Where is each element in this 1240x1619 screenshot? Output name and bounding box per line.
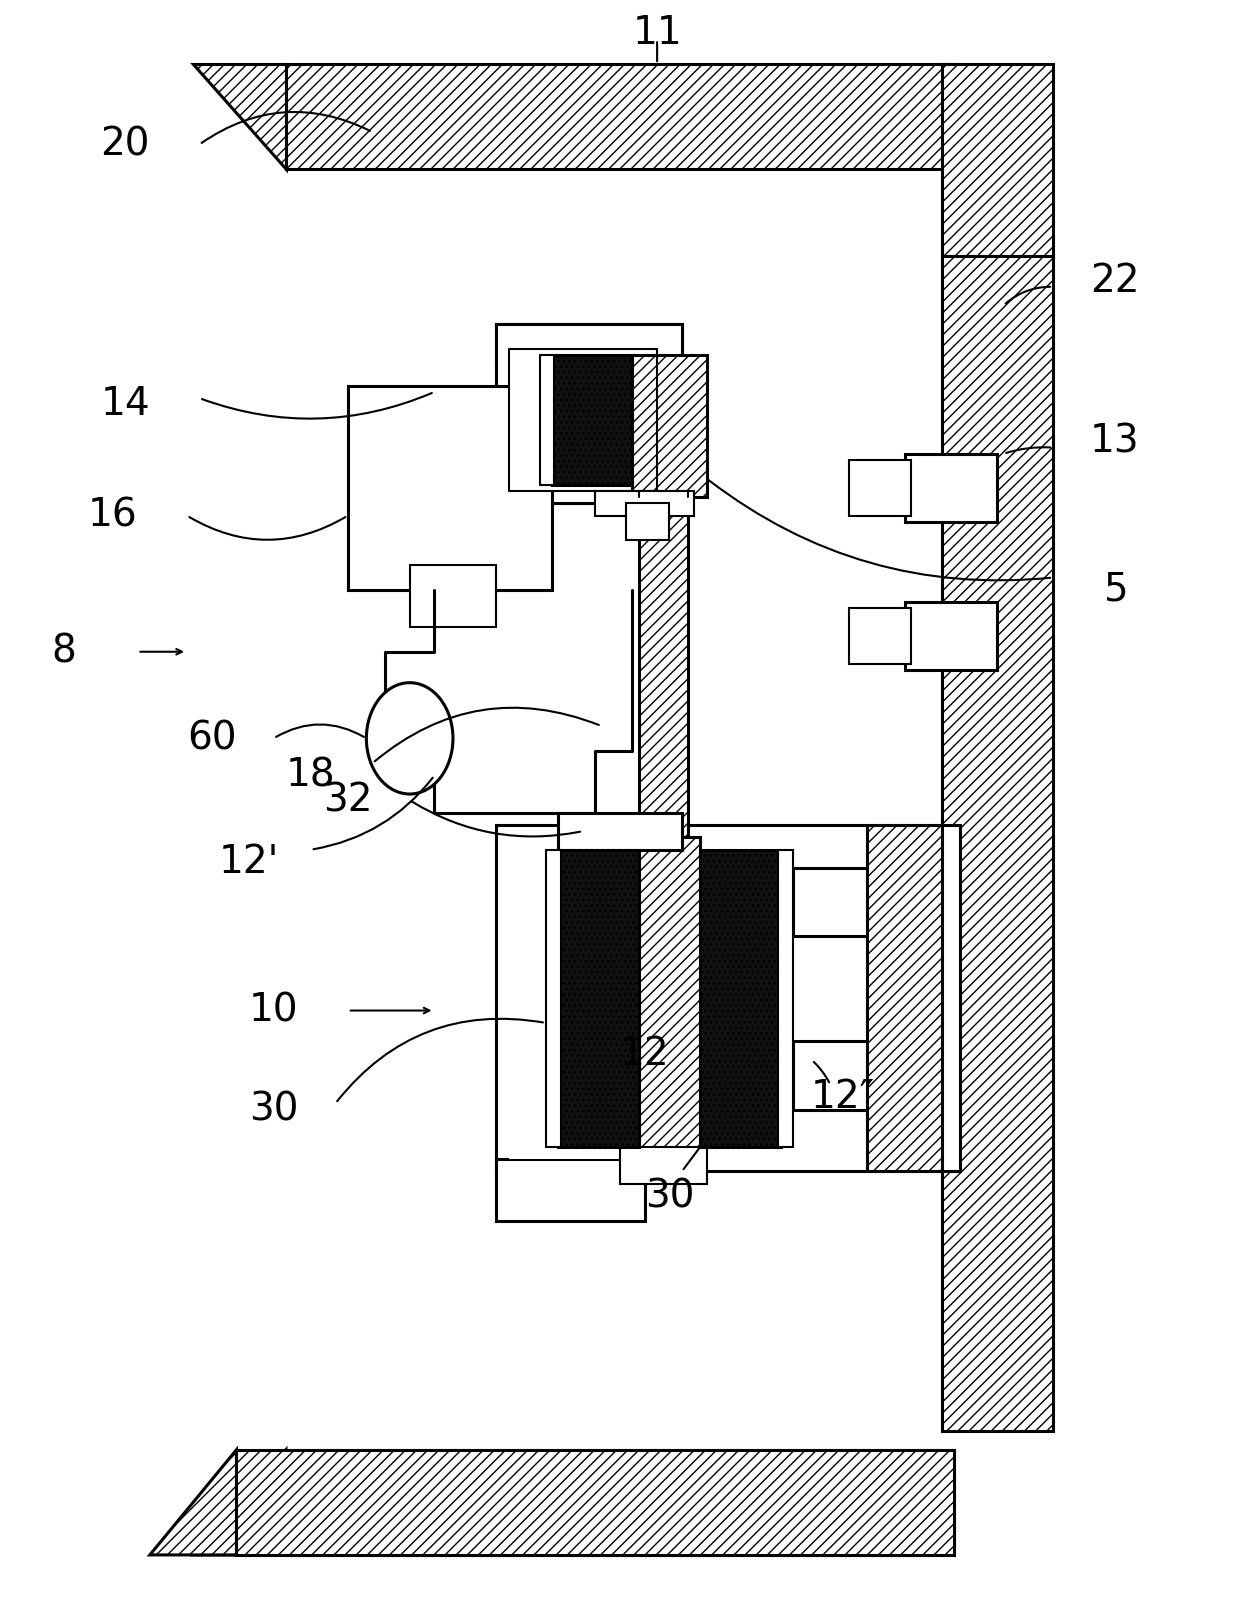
Text: 20: 20 [100,126,150,164]
Text: 30: 30 [645,1177,694,1216]
Bar [508,337,670,491]
Bar [347,392,546,589]
Bar [496,1159,645,1221]
Polygon shape [193,65,286,170]
Bar [849,460,910,516]
Text: 10: 10 [249,991,299,1030]
Bar [868,826,941,1172]
Bar [941,256,1053,1431]
Bar [237,1449,954,1554]
Bar [626,504,670,541]
Bar [286,1449,954,1554]
Bar [941,65,1053,256]
Text: 18: 18 [286,756,336,795]
Bar [546,850,560,1146]
Bar [409,565,496,627]
Bar [496,826,960,1172]
Text: 16: 16 [88,497,138,534]
Text: 30: 30 [249,1091,299,1128]
Text: 12″: 12″ [811,1078,874,1115]
Text: 12: 12 [620,1035,670,1073]
Bar [552,355,632,484]
Polygon shape [193,1449,286,1554]
Bar [779,850,794,1146]
Bar [904,453,997,521]
Bar [508,837,947,1159]
Text: 5: 5 [1102,572,1127,609]
Bar [595,491,694,516]
Ellipse shape [366,683,453,793]
Bar [794,868,887,936]
Bar [639,491,688,899]
Bar [558,813,682,850]
Bar [701,850,781,1146]
Bar [849,609,910,664]
Bar [794,1041,887,1109]
Text: 32: 32 [324,782,372,819]
Bar [496,324,682,504]
Text: 13: 13 [1090,423,1140,460]
Text: 14: 14 [100,385,150,423]
Bar [632,355,707,497]
Polygon shape [150,1449,237,1554]
Bar [508,385,663,497]
Bar [558,850,639,1146]
Bar [347,385,552,589]
Text: 60: 60 [187,719,237,758]
Text: 8: 8 [51,633,76,670]
Text: 22: 22 [1090,262,1140,300]
Bar [620,1146,707,1183]
Text: 11: 11 [632,15,682,52]
Bar [904,602,997,670]
Bar [286,65,954,170]
Text: 12': 12' [218,843,279,881]
Bar [539,355,554,484]
Bar [639,837,701,1159]
